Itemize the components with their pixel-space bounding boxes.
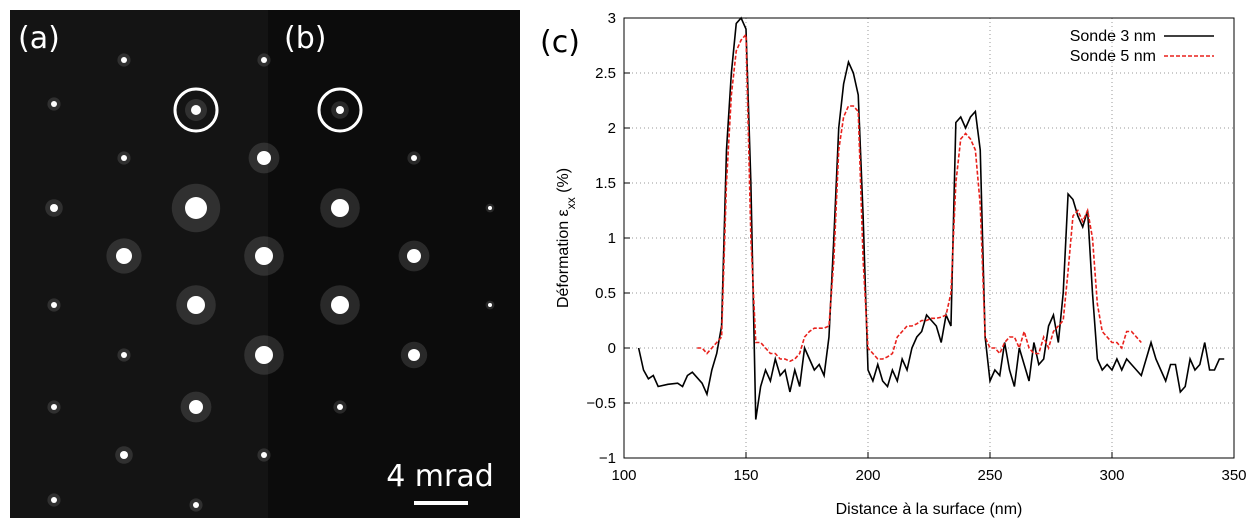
spot bbox=[257, 151, 271, 165]
spot bbox=[331, 296, 349, 314]
x-axis-label: Distance à la surface (nm) bbox=[836, 501, 1023, 518]
x-tick-label: 250 bbox=[977, 467, 1002, 484]
spot bbox=[261, 57, 267, 63]
x-tick-label: 150 bbox=[733, 467, 758, 484]
x-tick-label: 100 bbox=[611, 467, 636, 484]
spot bbox=[191, 105, 201, 115]
y-tick-label: −0.5 bbox=[586, 395, 616, 412]
spot bbox=[51, 302, 57, 308]
y-axis-label-part: (%) bbox=[555, 168, 572, 197]
y-tick-label: 1 bbox=[608, 230, 616, 247]
y-axis-label-part: xx bbox=[564, 197, 578, 209]
spot bbox=[51, 404, 57, 410]
spot bbox=[189, 400, 203, 414]
spot bbox=[336, 106, 344, 114]
spot bbox=[331, 199, 349, 217]
spot bbox=[337, 404, 343, 410]
plot-frame bbox=[623, 17, 1235, 459]
x-tick-label: 200 bbox=[855, 467, 880, 484]
y-tick-label: −1 bbox=[599, 450, 616, 467]
spot bbox=[411, 155, 417, 161]
y-tick-label: 0 bbox=[608, 340, 616, 357]
spot bbox=[193, 502, 199, 508]
spot bbox=[50, 204, 58, 212]
spot bbox=[51, 497, 57, 503]
y-axis-label-part: Déformation ε bbox=[555, 209, 572, 308]
spot bbox=[116, 248, 132, 264]
y-tick-label: 2.5 bbox=[595, 65, 616, 82]
series-line bbox=[637, 16, 1225, 420]
spot bbox=[121, 352, 127, 358]
spot bbox=[255, 247, 273, 265]
y-tick-label: 0.5 bbox=[595, 285, 616, 302]
spot bbox=[121, 57, 127, 63]
highlight-circle bbox=[317, 87, 363, 133]
y-tick-label: 3 bbox=[608, 10, 616, 27]
spot bbox=[51, 101, 57, 107]
y-axis-label: Déformation εxx (%) bbox=[555, 168, 578, 308]
spot bbox=[255, 346, 273, 364]
panel-label: (b) bbox=[284, 21, 326, 56]
scale-label: 4 mrad bbox=[386, 459, 494, 494]
series-line bbox=[697, 32, 1142, 363]
spot bbox=[187, 296, 205, 314]
x-tick-label: 350 bbox=[1221, 467, 1246, 484]
plot: 100 150 200 250 300 350 −1 −0.5 0 0.5 1 1.5 2 2.5 3 Dis… bbox=[555, 10, 1247, 518]
spot bbox=[120, 451, 128, 459]
diffraction-image-a bbox=[10, 10, 268, 518]
x-tick-label: 300 bbox=[1099, 467, 1124, 484]
diffraction-spots bbox=[45, 53, 495, 512]
spot bbox=[407, 249, 421, 263]
y-tick-label: 1.5 bbox=[595, 175, 616, 192]
legend-label: Sonde 5 nm bbox=[1070, 48, 1156, 65]
spot bbox=[261, 452, 267, 458]
spot bbox=[488, 206, 492, 210]
y-tick-label: 2 bbox=[608, 120, 616, 137]
spot bbox=[408, 349, 420, 361]
legend-label: Sonde 3 nm bbox=[1070, 28, 1156, 45]
panel-label: (c) bbox=[540, 25, 580, 60]
spot bbox=[185, 197, 207, 219]
spot bbox=[488, 303, 492, 307]
panel-label: (a) bbox=[18, 21, 60, 56]
highlight-circle bbox=[173, 87, 219, 133]
spot bbox=[121, 155, 127, 161]
